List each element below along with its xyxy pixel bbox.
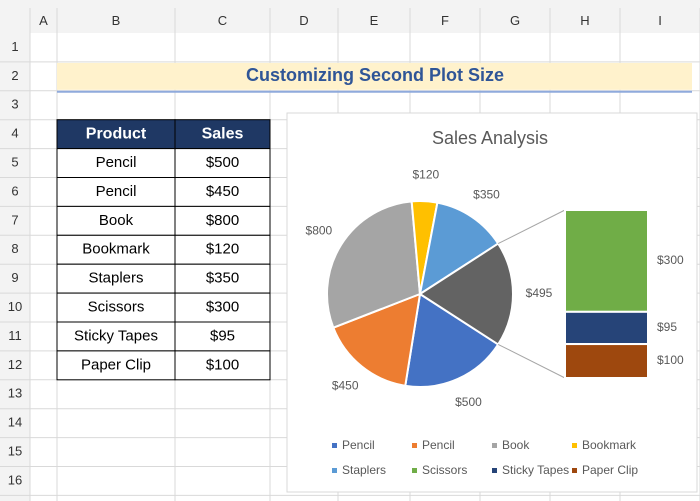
table-cell-text: Staplers bbox=[88, 270, 143, 287]
data-label: $800 bbox=[306, 223, 333, 237]
table-cell-text: $300 bbox=[206, 299, 239, 316]
row-header: 4 bbox=[11, 126, 18, 141]
legend-marker bbox=[412, 468, 417, 473]
column-header: C bbox=[218, 13, 227, 28]
bar-segment bbox=[565, 344, 648, 378]
table-cell-text: Scissors bbox=[88, 299, 145, 316]
legend-label: Paper Clip bbox=[582, 463, 638, 477]
row-header: 13 bbox=[8, 386, 22, 401]
legend-label: Scissors bbox=[422, 463, 467, 477]
table-cell-text: $450 bbox=[206, 183, 239, 200]
legend-marker bbox=[332, 443, 337, 448]
data-label: $450 bbox=[332, 379, 359, 393]
table-cell-text: $95 bbox=[210, 327, 235, 344]
legend-marker bbox=[332, 468, 337, 473]
table-cell-text: $800 bbox=[206, 212, 239, 229]
bar-segment bbox=[565, 312, 648, 344]
row-header: 1 bbox=[11, 39, 18, 54]
table-header: Product bbox=[86, 125, 147, 142]
data-label: $300 bbox=[657, 253, 684, 267]
column-header: F bbox=[441, 13, 449, 28]
column-header: D bbox=[299, 13, 308, 28]
data-label: $500 bbox=[455, 395, 482, 409]
table-cell-text: $350 bbox=[206, 270, 239, 287]
table-cell-text: $120 bbox=[206, 241, 239, 258]
chart: Sales Analysis $500 $450 $800 $120 $350 $495 $3… bbox=[287, 113, 697, 492]
row-header: 15 bbox=[8, 443, 22, 458]
table-cell-text: Sticky Tapes bbox=[74, 327, 158, 344]
chart-title: Sales Analysis bbox=[432, 128, 548, 148]
top-bar bbox=[0, 0, 700, 8]
table-cell-text: Book bbox=[99, 212, 134, 229]
row-header: 3 bbox=[11, 97, 18, 112]
legend-label: Bookmark bbox=[582, 438, 637, 452]
row-header: 8 bbox=[11, 241, 18, 256]
legend-label: Pencil bbox=[422, 438, 455, 452]
data-label: $95 bbox=[657, 320, 677, 334]
row-header: 16 bbox=[8, 472, 22, 487]
legend-marker bbox=[492, 443, 497, 448]
column-header: E bbox=[370, 13, 379, 28]
row-header: 2 bbox=[11, 68, 18, 83]
bar-segment bbox=[565, 210, 648, 312]
data-label: $350 bbox=[473, 187, 500, 201]
legend-label: Sticky Tapes bbox=[502, 463, 569, 477]
column-header: A bbox=[39, 13, 48, 28]
legend-marker bbox=[572, 443, 577, 448]
legend-marker bbox=[492, 468, 497, 473]
table-cell-text: $500 bbox=[206, 154, 239, 171]
table-cell-text: $100 bbox=[206, 356, 239, 373]
sheet-title: Customizing Second Plot Size bbox=[246, 65, 504, 85]
column-header: G bbox=[510, 13, 520, 28]
column-header: H bbox=[580, 13, 589, 28]
table-cell-text: Paper Clip bbox=[81, 356, 151, 373]
row-header: 6 bbox=[11, 183, 18, 198]
legend-label: Book bbox=[502, 438, 530, 452]
row-header: 12 bbox=[8, 357, 22, 372]
table-cell-text: Pencil bbox=[96, 183, 137, 200]
legend-marker bbox=[412, 443, 417, 448]
table-cell-text: Pencil bbox=[96, 154, 137, 171]
row-header: 7 bbox=[11, 212, 18, 227]
row-header: 14 bbox=[8, 415, 22, 430]
row-header: 9 bbox=[11, 270, 18, 285]
row-header: 11 bbox=[8, 328, 22, 343]
table-cell-text: Bookmark bbox=[82, 241, 150, 258]
table-header: Sales bbox=[202, 125, 244, 142]
legend-label: Staplers bbox=[342, 463, 386, 477]
legend-label: Pencil bbox=[342, 438, 375, 452]
data-label: $120 bbox=[412, 167, 439, 181]
legend-marker bbox=[572, 468, 577, 473]
column-header: B bbox=[112, 13, 121, 28]
row-header: 5 bbox=[11, 154, 18, 169]
data-label: $100 bbox=[657, 353, 684, 367]
data-label: $495 bbox=[526, 286, 553, 300]
column-header: I bbox=[658, 13, 662, 28]
row-header: 10 bbox=[8, 299, 22, 314]
column-header-bar bbox=[0, 8, 700, 33]
